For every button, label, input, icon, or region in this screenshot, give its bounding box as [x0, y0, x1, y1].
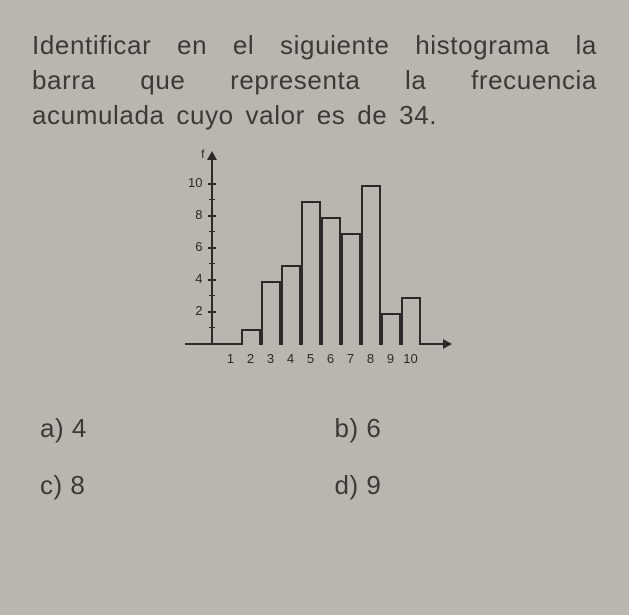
- y-tick-label: 6: [179, 239, 203, 254]
- chart-container: f 10 8 6 4 2 1 2 3 4 5 6 7 8 9 10: [32, 153, 597, 373]
- bar-7: [341, 233, 361, 345]
- question-text: Identificar en el siguiente histograma l…: [32, 28, 597, 133]
- x-tick-label: 8: [361, 351, 381, 366]
- y-minor-tick: [209, 199, 215, 200]
- option-letter: a): [40, 413, 64, 443]
- option-d[interactable]: d) 9: [335, 470, 590, 501]
- option-value: 8: [70, 470, 85, 500]
- y-minor-tick: [209, 231, 215, 232]
- y-tick-label: 10: [179, 175, 203, 190]
- option-value: 6: [366, 413, 381, 443]
- y-tick-label: 4: [179, 271, 203, 286]
- x-tick-label: 4: [281, 351, 301, 366]
- y-tick: [208, 247, 216, 249]
- x-tick-label: 2: [241, 351, 261, 366]
- bar-10: [401, 297, 421, 345]
- y-tick: [208, 311, 216, 313]
- y-tick: [208, 183, 216, 185]
- y-tick: [208, 279, 216, 281]
- option-a[interactable]: a) 4: [40, 413, 295, 444]
- option-letter: b): [335, 413, 359, 443]
- bar-3: [261, 281, 281, 345]
- y-tick-label: 8: [179, 207, 203, 222]
- option-value: 4: [72, 413, 87, 443]
- x-tick-label: 6: [321, 351, 341, 366]
- option-b[interactable]: b) 6: [335, 413, 590, 444]
- option-c[interactable]: c) 8: [40, 470, 295, 501]
- histogram: f 10 8 6 4 2 1 2 3 4 5 6 7 8 9 10: [175, 153, 455, 373]
- bar-5: [301, 201, 321, 345]
- x-tick-label: 7: [341, 351, 361, 366]
- y-tick: [208, 215, 216, 217]
- x-tick-label: 5: [301, 351, 321, 366]
- y-minor-tick: [209, 295, 215, 296]
- x-tick-label: 10: [397, 351, 425, 366]
- bar-9: [381, 313, 401, 345]
- y-minor-tick: [209, 263, 215, 264]
- option-letter: d): [335, 470, 359, 500]
- y-tick-label: 2: [179, 303, 203, 318]
- y-axis: [211, 158, 213, 343]
- bar-2: [241, 329, 261, 345]
- y-axis-arrow-icon: [207, 151, 217, 160]
- y-axis-label: f: [201, 147, 204, 161]
- option-letter: c): [40, 470, 63, 500]
- y-minor-tick: [209, 327, 215, 328]
- bar-4: [281, 265, 301, 345]
- bar-6: [321, 217, 341, 345]
- bar-8: [361, 185, 381, 345]
- x-axis-arrow-icon: [443, 339, 452, 349]
- x-tick-label: 1: [221, 351, 241, 366]
- answer-options: a) 4 b) 6 c) 8 d) 9: [32, 413, 597, 501]
- option-value: 9: [366, 470, 381, 500]
- x-tick-label: 3: [261, 351, 281, 366]
